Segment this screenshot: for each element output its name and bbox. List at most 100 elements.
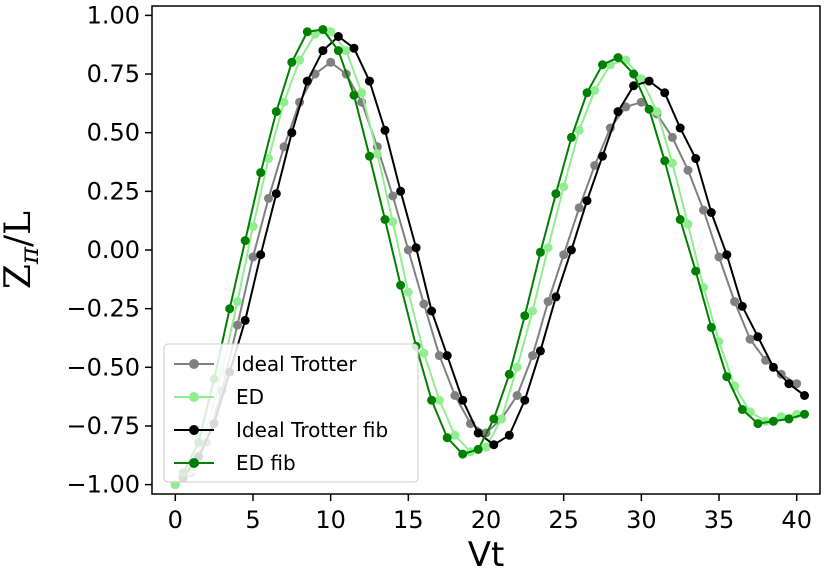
data-point	[411, 243, 421, 253]
data-point	[644, 76, 654, 86]
y-tick-label: −0.50	[66, 353, 140, 381]
data-point	[691, 154, 701, 163]
data-point	[318, 46, 328, 56]
data-point	[528, 306, 538, 316]
y-tick-label: 0.00	[87, 236, 140, 264]
data-point	[675, 123, 685, 133]
data-point	[636, 97, 646, 107]
legend-label: Ideal Trotter fib	[236, 418, 388, 442]
data-point	[489, 440, 499, 450]
y-tick-label: 1.00	[87, 1, 140, 29]
data-point	[326, 27, 336, 37]
data-point	[396, 186, 406, 196]
data-point	[403, 245, 413, 255]
data-point	[388, 191, 398, 201]
data-point	[427, 395, 437, 405]
data-point	[535, 346, 545, 356]
data-point	[528, 351, 538, 361]
x-tick-label: 5	[245, 506, 260, 534]
data-point	[574, 203, 584, 213]
data-point	[372, 149, 382, 159]
y-axis-label-main: Z	[0, 264, 39, 289]
data-point	[318, 25, 328, 34]
data-point	[706, 322, 716, 332]
data-point	[784, 379, 794, 389]
legend-label: Ideal Trotter	[236, 352, 357, 376]
data-point	[442, 351, 452, 361]
data-point	[582, 196, 592, 206]
data-point	[613, 53, 623, 63]
x-axis-label: Vt	[468, 535, 505, 575]
y-tick-label: −1.00	[66, 471, 140, 499]
data-point	[644, 104, 654, 114]
data-point	[271, 189, 281, 199]
data-point	[240, 315, 250, 325]
x-tick-label: 20	[471, 506, 502, 534]
data-point	[582, 88, 592, 98]
data-point	[302, 27, 312, 37]
x-tick-label: 35	[704, 506, 735, 534]
data-point	[458, 395, 468, 405]
y-axis-label-subscript: π	[15, 246, 45, 265]
data-point	[232, 297, 242, 307]
data-point	[551, 189, 561, 199]
x-tick-label: 0	[168, 506, 183, 534]
data-point	[427, 306, 437, 316]
data-point	[512, 391, 522, 400]
legend-swatch-marker	[189, 458, 199, 468]
data-point	[551, 292, 561, 302]
data-point	[240, 236, 250, 246]
data-point	[574, 125, 584, 135]
data-point	[264, 193, 273, 203]
data-point	[481, 442, 491, 452]
data-point	[497, 414, 506, 424]
data-point	[473, 428, 483, 438]
data-point	[629, 69, 639, 79]
legend: Ideal Trotter ED Ideal Trotter fib ED fib	[163, 343, 419, 483]
data-point	[566, 245, 576, 255]
data-point	[248, 252, 258, 262]
data-point	[737, 301, 747, 311]
data-point	[768, 362, 778, 372]
data-point	[543, 243, 553, 253]
data-point	[722, 250, 732, 260]
data-point	[504, 430, 514, 440]
data-point	[419, 299, 429, 309]
y-axis-ticks: 1.00 0.75 0.50 0.25 0.00 −0.25 −0.50 −0.75 −1.00	[66, 1, 152, 499]
x-tick-label: 15	[393, 506, 424, 534]
data-point	[287, 57, 297, 67]
data-point	[621, 102, 631, 112]
data-point	[357, 88, 367, 98]
data-point	[349, 43, 359, 53]
y-tick-label: 0.50	[87, 119, 140, 147]
data-point	[800, 391, 809, 400]
legend-entry: ED	[174, 385, 264, 409]
data-point	[590, 86, 600, 95]
y-axis-label-suffix: /L	[0, 211, 39, 247]
legend-entry: Ideal Trotter	[174, 352, 357, 376]
data-point	[333, 32, 343, 41]
data-point	[667, 158, 677, 168]
data-point	[737, 405, 747, 414]
data-point	[489, 414, 499, 424]
x-tick-label: 25	[548, 506, 579, 534]
data-point	[248, 222, 258, 231]
data-point	[753, 419, 763, 429]
data-point	[302, 76, 312, 86]
data-point	[636, 74, 646, 84]
data-point	[279, 142, 289, 152]
data-point	[722, 372, 732, 382]
data-point	[660, 88, 670, 98]
data-point	[295, 55, 305, 65]
data-point	[792, 379, 802, 389]
data-point	[535, 247, 545, 257]
data-point	[629, 81, 639, 91]
legend-box	[163, 343, 419, 483]
data-point	[691, 266, 701, 276]
data-point	[380, 215, 390, 224]
data-point	[287, 128, 297, 138]
data-point	[225, 304, 235, 314]
legend-entry: Ideal Trotter fib	[174, 418, 388, 442]
